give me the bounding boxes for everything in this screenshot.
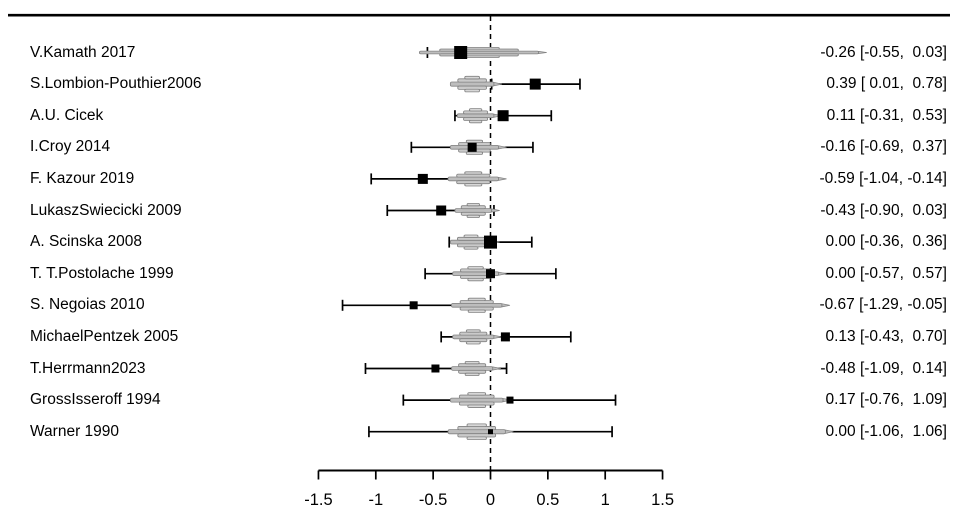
density-violin-band bbox=[463, 246, 479, 250]
effect-estimate-text: -0.26 [-0.55, 0.03] bbox=[820, 43, 947, 61]
density-violin-band bbox=[464, 171, 483, 175]
study-label: I.Croy 2014 bbox=[30, 138, 111, 156]
x-axis-tick-label: -1.5 bbox=[304, 491, 332, 509]
density-violin-band bbox=[468, 108, 483, 112]
study-label: V.Kamath 2017 bbox=[30, 43, 136, 61]
density-violin-band bbox=[456, 113, 495, 119]
study-label: GrossIsseroff 1994 bbox=[30, 391, 161, 409]
density-violin-tail bbox=[498, 145, 507, 150]
density-violin-band bbox=[468, 120, 483, 124]
effect-estimate-text: -0.48 [-1.09, 0.14] bbox=[820, 359, 947, 377]
density-violin-band bbox=[464, 88, 480, 93]
density-violin-band bbox=[464, 372, 480, 377]
density-violin-tail bbox=[493, 334, 503, 339]
density-violin-band bbox=[449, 397, 504, 403]
study-label: LukaszSwiecicki 2009 bbox=[30, 201, 182, 219]
effect-square bbox=[529, 78, 541, 90]
effect-square bbox=[431, 364, 440, 373]
study-label: T. T.Postolache 1999 bbox=[30, 264, 174, 282]
effect-square bbox=[436, 205, 447, 216]
effect-estimate-text: 0.39 [ 0.01, 0.78] bbox=[826, 75, 947, 93]
density-violin-band bbox=[467, 277, 484, 282]
density-violin-band bbox=[465, 139, 484, 143]
density-violin-band bbox=[454, 208, 493, 213]
effect-square bbox=[417, 173, 428, 184]
x-axis-tick-label: 1.5 bbox=[651, 491, 674, 509]
effect-estimate-text: 0.11 [-0.31, 0.53] bbox=[826, 106, 947, 124]
effect-estimate-text: 0.17 [-0.76, 1.09] bbox=[825, 391, 947, 409]
x-axis-tick-label: 0 bbox=[486, 491, 495, 509]
study-label: A. Scinska 2008 bbox=[30, 233, 143, 251]
density-violin-band bbox=[447, 176, 499, 182]
density-violin-band bbox=[467, 297, 486, 302]
density-violin-band bbox=[466, 202, 480, 207]
effect-estimate-text: 0.13 [-0.43, 0.70] bbox=[825, 327, 947, 345]
density-violin-band bbox=[449, 81, 495, 87]
effect-estimate-text: 0.00 [-0.36, 0.36] bbox=[825, 233, 947, 251]
effect-square bbox=[409, 301, 418, 310]
density-violin-band bbox=[452, 334, 495, 340]
density-violin-tail bbox=[501, 303, 511, 308]
x-axis-tick-label: -1 bbox=[368, 491, 383, 509]
density-violin-band bbox=[467, 392, 487, 396]
density-violin-tail bbox=[498, 176, 507, 181]
density-violin-band bbox=[466, 436, 487, 440]
effect-estimate-text: -0.67 [-1.29, -0.05] bbox=[819, 296, 947, 314]
density-violin-band bbox=[464, 183, 483, 187]
study-label: A.U. Cicek bbox=[30, 106, 104, 124]
x-axis-tick-label: 0.5 bbox=[536, 491, 559, 509]
effect-estimate-text: -0.43 [-0.90, 0.03] bbox=[820, 201, 947, 219]
effect-square bbox=[500, 332, 510, 342]
density-violin-band bbox=[467, 266, 484, 270]
density-violin-band bbox=[466, 214, 480, 218]
effect-estimate-text: -0.16 [-0.69, 0.37] bbox=[820, 138, 947, 156]
study-label: Warner 1990 bbox=[30, 422, 120, 440]
effect-square bbox=[467, 142, 477, 152]
effect-square bbox=[486, 269, 495, 279]
study-label: T.Herrmann2023 bbox=[30, 359, 146, 377]
study-label: S.Lombion-Pouthier2006 bbox=[30, 75, 202, 93]
density-violin-band bbox=[467, 309, 486, 313]
density-violin-tail bbox=[505, 429, 514, 434]
density-violin-band bbox=[464, 360, 480, 365]
density-violin-tail bbox=[538, 50, 547, 55]
x-axis-tick-label: 1 bbox=[601, 491, 610, 509]
effect-square bbox=[484, 235, 497, 249]
density-violin-band bbox=[467, 404, 487, 408]
study-label: S. Negoias 2010 bbox=[30, 296, 145, 314]
density-violin-band bbox=[464, 75, 480, 80]
x-axis-tick-label: -0.5 bbox=[419, 491, 447, 509]
density-violin-tail bbox=[492, 366, 501, 371]
density-violin-band bbox=[465, 341, 481, 345]
density-violin-band bbox=[447, 429, 506, 435]
density-violin-tail bbox=[493, 81, 503, 87]
effect-square bbox=[454, 46, 468, 59]
density-violin-band bbox=[465, 151, 484, 155]
effect-estimate-text: 0.00 [-1.06, 1.06] bbox=[825, 422, 947, 440]
effect-estimate-text: -0.59 [-1.04, -0.14] bbox=[819, 169, 947, 187]
study-label: MichaelPentzek 2005 bbox=[30, 327, 179, 345]
effect-square bbox=[506, 396, 514, 404]
density-violin-tail bbox=[491, 208, 500, 213]
density-violin-band bbox=[451, 366, 494, 371]
density-violin-tail bbox=[498, 271, 507, 276]
effect-square bbox=[488, 429, 493, 435]
density-violin-band bbox=[466, 423, 487, 427]
density-violin-band bbox=[451, 302, 503, 308]
effect-estimate-text: 0.00 [-0.57, 0.57] bbox=[825, 264, 947, 282]
density-violin-band bbox=[463, 234, 479, 238]
study-label: F. Kazour 2019 bbox=[30, 169, 135, 187]
density-violin-band bbox=[465, 329, 481, 333]
effect-square bbox=[497, 110, 509, 122]
